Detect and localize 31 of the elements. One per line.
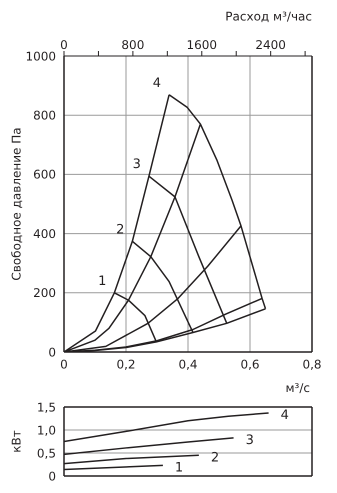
series-label: 1 (98, 274, 106, 289)
x-tick-label: 0,6 (240, 358, 260, 372)
x2-tick-label: 1600 (186, 38, 218, 52)
x-tick-label: 0 (60, 358, 68, 372)
x-axis-title: м³/с (285, 381, 310, 395)
y-axis-title: кВт (9, 430, 24, 453)
x2-tick-label: 2400 (255, 38, 286, 52)
y-tick-label: 0 (48, 345, 56, 360)
x2-tick-label: 0 (60, 38, 68, 52)
x2-tick-label: 800 (121, 38, 144, 52)
y-tick-label: 800 (33, 108, 56, 122)
series-label: 2 (210, 450, 220, 466)
y-tick-label: 1000 (25, 49, 56, 64)
series-label: 4 (152, 76, 162, 91)
y-tick-label: 0,5 (36, 446, 56, 460)
x-tick-label: 0,2 (116, 358, 136, 372)
series-label: 1 (174, 460, 184, 476)
x-tick-label: 0,4 (178, 358, 198, 372)
x-tick-label: 0,8 (302, 358, 322, 372)
y-tick-label: 1,0 (36, 423, 56, 438)
y-tick-label: 1,5 (36, 400, 56, 414)
y-tick-label: 0 (48, 469, 56, 484)
y-tick-label: 600 (33, 168, 56, 182)
y-tick-label: 200 (33, 286, 56, 300)
x2-axis-title: Расход м³/час (225, 10, 312, 24)
y-tick-label: 400 (33, 226, 56, 241)
series-label: 4 (280, 408, 289, 423)
series-label: 2 (116, 222, 124, 238)
series-label: 3 (132, 157, 141, 172)
series-label: 3 (246, 432, 254, 448)
y-axis-title: Свободное давление Па (9, 127, 24, 281)
